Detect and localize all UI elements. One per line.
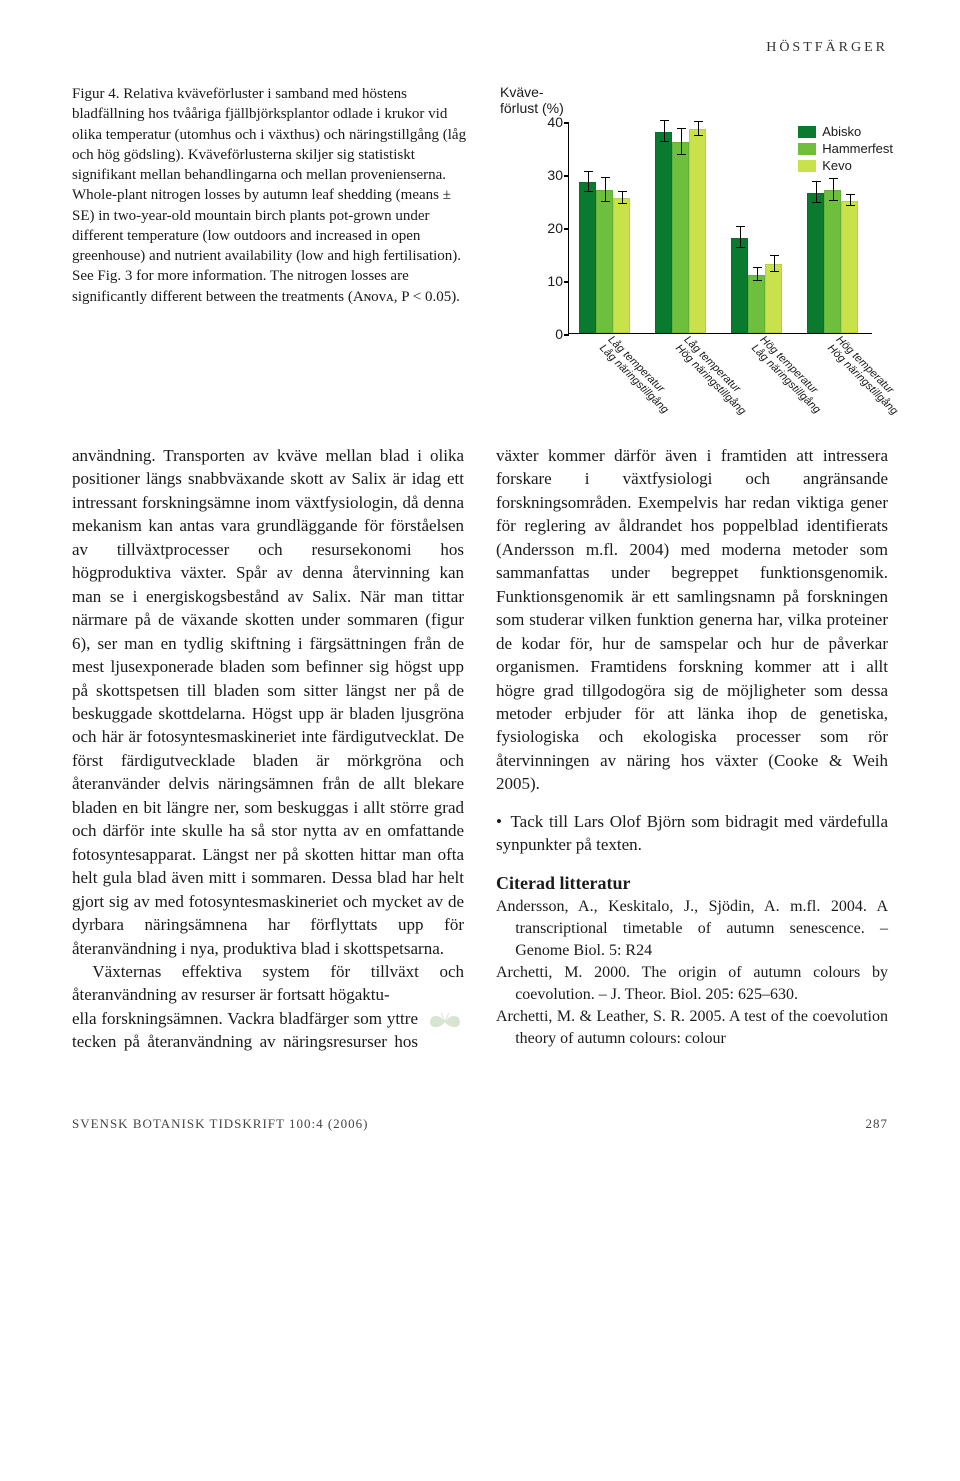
legend-swatch: [798, 160, 816, 172]
y-tick-label: 30: [535, 167, 563, 183]
bar: [655, 132, 672, 333]
figure-caption: Figur 4. Relativa kväveförluster i samba…: [72, 84, 472, 364]
acknowledgement: • Tack till Lars Olof Björn som bidragit…: [496, 810, 888, 857]
y-tick-label: 10: [535, 273, 563, 289]
y-axis-label: Kväve- förlust (%): [500, 84, 564, 116]
bar: [731, 238, 748, 333]
bar: [765, 264, 782, 333]
x-category-label: Hög temperaturLåg näringstillgång: [749, 334, 831, 416]
legend-label: Hammerfest: [822, 141, 893, 156]
reference-item: Archetti, M. 2000. The origin of autumn …: [496, 962, 888, 1006]
journal-citation: SVENSK BOTANISK TIDSKRIFT 100:4 (2006): [72, 1116, 369, 1132]
figure-row: Figur 4. Relativa kväveförluster i samba…: [72, 84, 888, 364]
running-head: HÖSTFÄRGER: [72, 40, 888, 56]
legend-label: Abisko: [822, 124, 861, 139]
y-tick-label: 20: [535, 220, 563, 236]
bar: [807, 193, 824, 333]
y-tick-label: 0: [535, 326, 563, 342]
page-footer: SVENSK BOTANISK TIDSKRIFT 100:4 (2006) 2…: [72, 1108, 888, 1132]
bar: [579, 182, 596, 333]
bar: [613, 198, 630, 333]
page-number: 287: [866, 1116, 889, 1132]
legend-swatch: [798, 126, 816, 138]
legend-swatch: [798, 143, 816, 155]
reference-item: Archetti, M. & Leather, S. R. 2005. A te…: [496, 1006, 888, 1050]
bar: [824, 190, 841, 333]
caption-title: Figur 4.: [72, 86, 120, 102]
bar-chart: Kväve- förlust (%) 010203040Låg temperat…: [500, 84, 888, 364]
caption-english: Whole-plant nitrogen losses by autumn le…: [72, 187, 461, 304]
body-columns: användning. Transporten av kväve mellan …: [72, 444, 888, 1054]
references-heading: Citerad litteratur: [496, 871, 888, 896]
bar: [841, 201, 858, 334]
legend-label: Kevo: [822, 158, 852, 173]
butterfly-icon: [426, 1011, 464, 1033]
bar: [672, 142, 689, 333]
bar: [748, 275, 765, 333]
caption-swedish: Relativa kväveförluster i samband med hö…: [72, 86, 466, 183]
legend-item: Hammerfest: [798, 141, 893, 156]
x-category-label: Hög temperaturHög näringstillgång: [825, 334, 908, 417]
x-category-label: Låg temperaturLåg näringstillgång: [597, 334, 679, 416]
legend-item: Kevo: [798, 158, 893, 173]
body-paragraph: användning. Transporten av kväve mellan …: [72, 444, 464, 960]
x-category-label: Låg temperaturHög näringstillgång: [673, 334, 756, 417]
legend-item: Abisko: [798, 124, 893, 139]
bar: [689, 129, 706, 333]
bar: [596, 190, 613, 333]
legend: Abisko Hammerfest Kevo: [798, 124, 893, 175]
y-tick-label: 40: [535, 114, 563, 130]
body-paragraph: Växternas effektiva system för tillväxt …: [72, 960, 464, 1007]
reference-item: Andersson, A., Keskitalo, J., Sjödin, A.…: [496, 896, 888, 962]
